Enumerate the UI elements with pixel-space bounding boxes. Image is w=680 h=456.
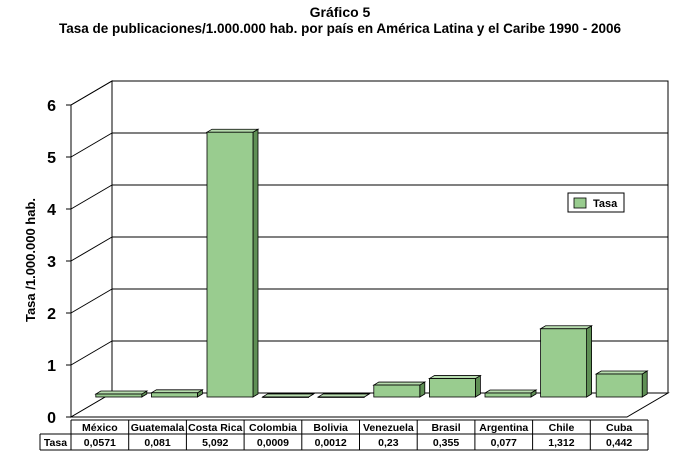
bar-top bbox=[372, 381, 427, 386]
y-tick-label: 2 bbox=[47, 306, 56, 323]
gridline-side bbox=[70, 80, 113, 106]
data-label: 0,0012 bbox=[315, 437, 347, 449]
bar-side bbox=[641, 370, 648, 398]
y-tick-label: 0 bbox=[47, 410, 56, 427]
y-tick-label: 1 bbox=[47, 358, 56, 375]
x-tick-label: Costa Rica bbox=[188, 422, 242, 434]
chart-title: Gráfico 5 bbox=[309, 4, 371, 20]
bar bbox=[317, 396, 365, 398]
gridline-side bbox=[70, 132, 113, 158]
bar-top bbox=[94, 390, 149, 395]
x-tick-label: Bolivia bbox=[313, 422, 348, 434]
bar-top bbox=[427, 375, 482, 379]
y-tick-label: 6 bbox=[47, 98, 56, 115]
gridline-side bbox=[70, 288, 113, 314]
gridline-side bbox=[70, 184, 113, 210]
x-tick-label: Cuba bbox=[606, 422, 632, 434]
floor bbox=[69, 392, 670, 418]
bar-top bbox=[483, 389, 538, 394]
bar bbox=[373, 384, 421, 398]
bar-top bbox=[316, 393, 371, 398]
x-tick-label: México bbox=[82, 422, 118, 434]
bar bbox=[540, 328, 587, 398]
x-tick-label: Chile bbox=[549, 422, 575, 434]
legend-swatch bbox=[573, 197, 587, 209]
bar-side bbox=[586, 325, 592, 398]
table-row-header: Tasa bbox=[44, 437, 67, 449]
data-label: 0,442 bbox=[606, 437, 632, 449]
bar-top bbox=[594, 370, 649, 375]
bar-side bbox=[252, 128, 259, 398]
data-label: 0,077 bbox=[491, 437, 517, 449]
bar-side bbox=[474, 374, 481, 398]
data-label: 0,355 bbox=[433, 437, 459, 449]
x-tick-label: Argentina bbox=[479, 422, 528, 434]
bar bbox=[206, 131, 254, 398]
x-tick-label: Venezuela bbox=[363, 422, 414, 434]
gridline-side bbox=[70, 340, 113, 366]
x-tick-label: Guatemala bbox=[131, 422, 185, 434]
data-label: 0,0571 bbox=[84, 437, 116, 449]
y-axis-label: Tasa /1.000.000 hab. bbox=[23, 198, 38, 322]
legend-label: Tasa bbox=[593, 198, 618, 210]
bar bbox=[150, 392, 198, 398]
x-tick-label: Brasil bbox=[431, 422, 460, 434]
chart-subtitle: Tasa de publicaciones/1.000.000 hab. por… bbox=[58, 21, 621, 36]
bar bbox=[95, 393, 143, 398]
data-label: 0,23 bbox=[378, 437, 399, 449]
data-label: 1,312 bbox=[548, 437, 574, 449]
bar-top bbox=[205, 128, 260, 133]
y-tick-label: 4 bbox=[47, 202, 56, 219]
data-label: 0,0009 bbox=[257, 437, 289, 449]
bar-top bbox=[149, 389, 204, 394]
y-tick-label: 5 bbox=[47, 150, 56, 167]
bar bbox=[595, 373, 643, 398]
data-label: 5,092 bbox=[202, 437, 228, 449]
bar bbox=[428, 378, 476, 398]
y-tick-label: 3 bbox=[47, 254, 56, 271]
x-tick-label: Colombia bbox=[249, 422, 297, 434]
bar bbox=[262, 396, 310, 398]
gridline-side bbox=[70, 236, 113, 262]
bar-top bbox=[261, 393, 316, 398]
bar-top bbox=[539, 325, 594, 330]
data-label: 0,081 bbox=[144, 437, 170, 449]
bar bbox=[484, 392, 532, 398]
